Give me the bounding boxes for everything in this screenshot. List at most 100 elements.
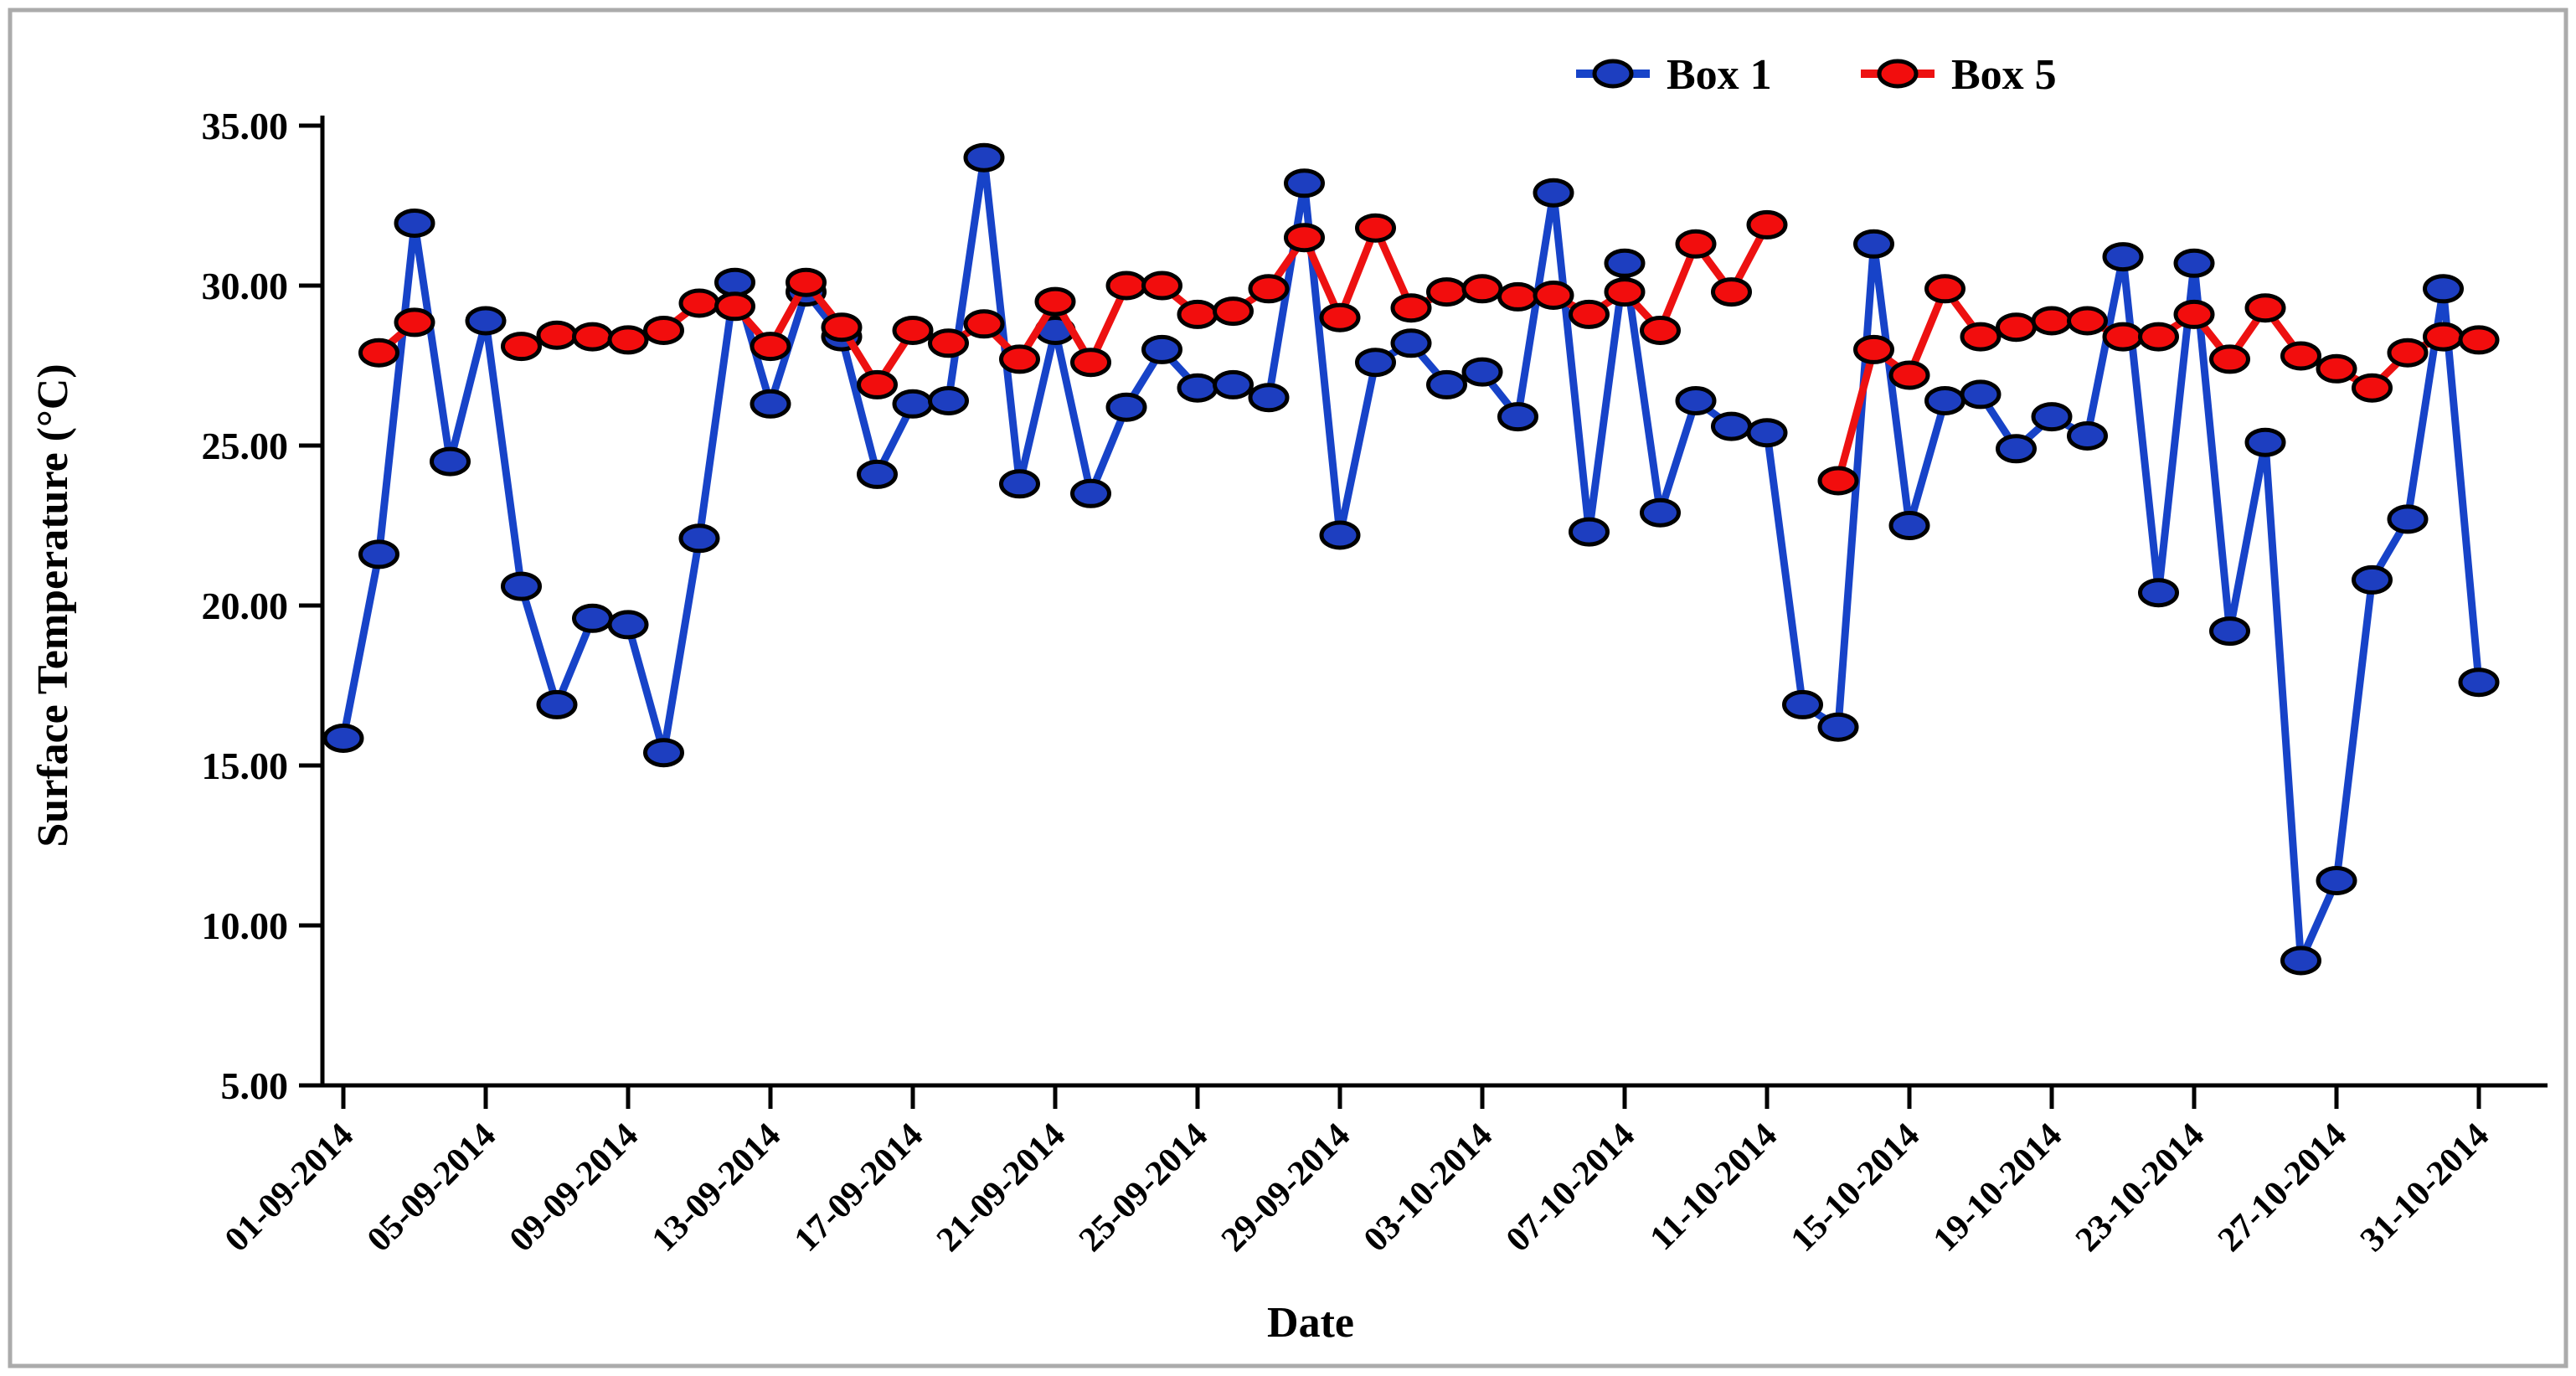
data-point-box-5 (1711, 277, 1752, 307)
data-point-box-1 (1853, 229, 1894, 259)
data-point-box-5 (1248, 274, 1290, 304)
data-point-box-1 (2316, 866, 2357, 895)
data-point-box-5 (1604, 277, 1646, 307)
data-point-box-5 (607, 325, 649, 355)
y-tick-label: 5.00 (221, 1064, 289, 1107)
data-point-box-5 (821, 312, 863, 343)
data-point-box-5 (1924, 274, 1965, 304)
data-point-box-1 (1604, 248, 1646, 278)
data-point-box-1 (1960, 379, 2002, 410)
x-axis-title: Date (1267, 1299, 1354, 1347)
data-point-box-5 (1105, 271, 1147, 301)
data-point-box-1 (394, 209, 435, 238)
data-point-box-1 (1284, 168, 1325, 198)
data-point-box-5 (1034, 286, 1076, 317)
data-point-box-5 (358, 338, 399, 368)
data-point-box-5 (2423, 322, 2464, 352)
data-point-box-1 (1640, 497, 1681, 528)
data-point-box-1 (2138, 578, 2179, 608)
legend-label-box-5: Box 5 (1951, 51, 2057, 99)
y-tick-label: 30.00 (202, 265, 289, 307)
x-tick-label: 03-10-2014 (1357, 1116, 1500, 1260)
x-tick-label: 27-10-2014 (2211, 1116, 2354, 1260)
data-point-box-1 (1533, 178, 1574, 208)
figure-border (8, 8, 2568, 1368)
data-point-box-1 (1319, 520, 1361, 550)
data-point-box-5 (2067, 306, 2108, 336)
data-point-box-5 (536, 320, 578, 350)
data-point-box-5 (1853, 334, 1894, 364)
data-point-box-5 (394, 307, 435, 338)
data-point-box-1 (2102, 242, 2144, 272)
data-point-box-1 (572, 603, 613, 633)
data-point-box-1 (1746, 418, 1788, 448)
data-point-box-5 (714, 291, 755, 322)
data-point-box-1 (2067, 421, 2108, 451)
data-point-box-5 (999, 344, 1040, 374)
data-point-box-1 (1141, 334, 1182, 364)
data-point-box-1 (607, 610, 649, 640)
data-point-box-1 (678, 523, 720, 554)
data-point-box-5 (1070, 348, 1111, 378)
data-point-box-1 (2458, 667, 2500, 698)
x-tick-label: 21-09-2014 (930, 1116, 1073, 1260)
data-point-box-5 (1533, 281, 1574, 310)
data-point-box-1 (2423, 274, 2464, 304)
data-point-box-1 (322, 724, 364, 753)
data-point-box-5 (501, 332, 542, 362)
data-point-box-5 (857, 369, 898, 399)
x-tick-label: 31-10-2014 (2353, 1116, 2496, 1260)
data-point-box-1 (963, 142, 1005, 173)
data-point-box-5 (2173, 299, 2215, 329)
x-tick-label: 25-09-2014 (1072, 1116, 1215, 1260)
data-point-box-5 (2031, 306, 2073, 336)
x-tick-label: 19-10-2014 (1926, 1116, 2069, 1260)
legend: Box 1 Box 5 (1576, 51, 2057, 99)
y-axis-title: Surface Temperature (°C) (29, 363, 77, 847)
data-point-box-5 (1213, 296, 1254, 327)
data-point-box-5 (1960, 322, 2002, 352)
x-tick-label: 09-09-2014 (502, 1116, 646, 1260)
data-point-box-1 (1426, 369, 1467, 399)
data-point-box-1 (536, 689, 578, 719)
data-point-box-1 (892, 389, 934, 419)
x-tick-label: 11-10-2014 (1643, 1116, 1785, 1258)
legend-marker-box-5 (1877, 59, 1919, 89)
data-point-box-5 (1640, 316, 1681, 345)
legend-label-box-1: Box 1 (1667, 51, 1772, 99)
legend-marker-box-1 (1592, 59, 1634, 89)
x-tick-label: 13-09-2014 (645, 1116, 788, 1260)
data-point-box-1 (1817, 712, 1859, 742)
data-point-box-1 (1996, 434, 2037, 464)
data-point-box-1 (501, 571, 542, 601)
data-point-box-5 (750, 332, 791, 362)
data-point-box-5 (2387, 338, 2429, 368)
data-point-box-5 (2280, 341, 2321, 371)
data-point-box-5 (1177, 299, 1218, 329)
data-point-box-5 (2458, 325, 2500, 355)
y-tick-label: 20.00 (202, 585, 289, 627)
data-point-box-5 (2102, 322, 2144, 352)
data-point-box-5 (1817, 466, 1859, 496)
data-point-box-1 (1213, 369, 1254, 399)
data-point-box-5 (572, 322, 613, 352)
data-point-box-1 (358, 539, 399, 569)
data-point-box-5 (1746, 209, 1788, 240)
data-point-box-1 (1355, 348, 1396, 378)
data-point-box-5 (1888, 360, 1930, 390)
x-tick-label: 29-09-2014 (1214, 1116, 1358, 1260)
x-tick-label: 15-10-2014 (1784, 1116, 1927, 1260)
data-point-box-1 (928, 386, 969, 415)
data-point-box-1 (1782, 689, 1823, 719)
data-point-box-5 (892, 316, 934, 345)
data-point-box-1 (2352, 564, 2393, 595)
data-point-box-5 (1569, 299, 1610, 329)
data-point-box-1 (999, 469, 1040, 499)
data-point-box-1 (857, 459, 898, 489)
data-point-box-5 (1284, 223, 1325, 253)
data-point-box-1 (2209, 616, 2250, 647)
data-point-box-5 (2138, 322, 2179, 352)
y-tick-label: 15.00 (202, 745, 289, 787)
data-point-box-5 (928, 328, 969, 358)
